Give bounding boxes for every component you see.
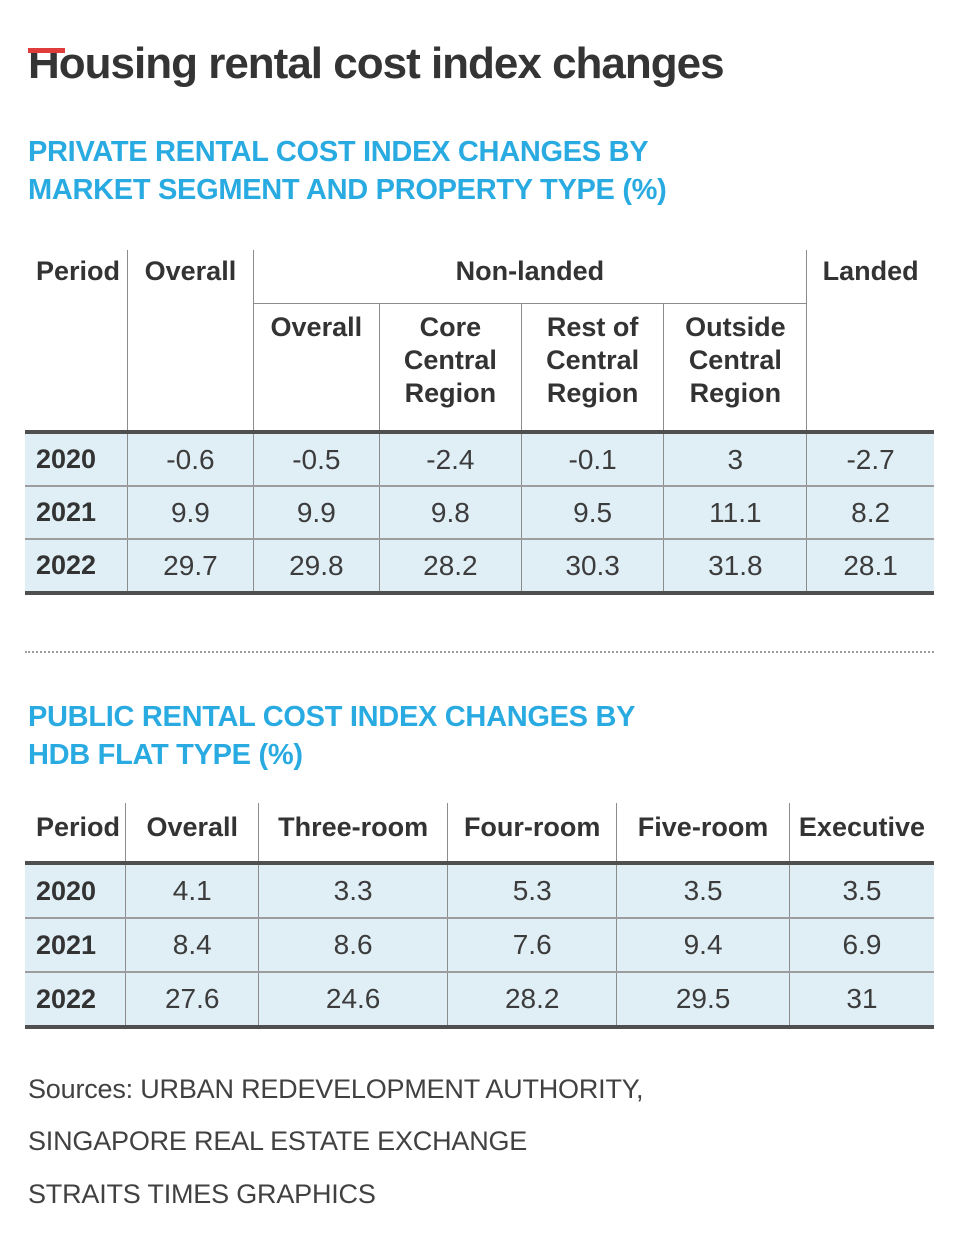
data-cell: 28.2 [447, 971, 617, 1030]
private-table-row-2022: 2022 29.7 29.8 28.2 30.3 31.8 28.1 [25, 538, 934, 596]
public-heading-line1: PUBLIC RENTAL COST INDEX CHANGES BY [28, 701, 636, 734]
data-cell: 9.4 [616, 917, 790, 973]
data-cell: 8.2 [806, 485, 934, 540]
data-cell: 11.1 [663, 485, 807, 540]
private-subheader-outside-central-region: Outside Central Region [663, 303, 807, 433]
data-cell: 30.3 [520, 538, 664, 596]
private-table-header-row-sub: Overall Core Central Region Rest of Cent… [25, 303, 934, 433]
period-cell: 2021 [25, 485, 128, 540]
private-rental-table: Period Overall Non-landed Landed Overall… [25, 250, 934, 596]
period-cell: 2022 [25, 538, 128, 596]
data-cell: 9.5 [520, 485, 664, 540]
period-cell: 2022 [25, 971, 126, 1030]
public-header-four-room: Four-room [447, 803, 617, 864]
data-cell: 31 [788, 971, 934, 1030]
red-accent-mark [28, 48, 65, 53]
private-section-heading: PRIVATE RENTAL COST INDEX CHANGES BY MAR… [28, 134, 934, 210]
data-cell: 3.5 [788, 861, 934, 919]
data-cell: 9.8 [378, 485, 522, 540]
data-cell: -0.1 [520, 430, 664, 487]
public-rental-table: Period Overall Three-room Four-room Five… [25, 803, 934, 1030]
private-header-nonlanded-group: Non-landed [252, 250, 807, 305]
period-cell: 2020 [25, 861, 126, 919]
data-cell: 28.1 [806, 538, 934, 596]
data-cell: 9.9 [127, 485, 254, 540]
public-table-row-2021: 2021 8.4 8.6 7.6 9.4 6.9 [25, 917, 934, 973]
data-cell: 29.5 [616, 971, 790, 1030]
sources-line-3: STRAITS TIMES GRAPHICS [28, 1178, 376, 1209]
private-heading-line2: MARKET SEGMENT AND PROPERTY TYPE (%) [28, 174, 667, 207]
sources-line-1: Sources: URBAN REDEVELOPMENT AUTHORITY, [28, 1074, 644, 1105]
data-cell: 24.6 [258, 971, 448, 1030]
data-cell: 3.3 [258, 861, 448, 919]
data-cell: 3 [663, 430, 807, 487]
data-cell: 6.9 [788, 917, 934, 973]
public-table-header-row: Period Overall Three-room Four-room Five… [25, 803, 934, 864]
data-cell: -2.4 [378, 430, 522, 487]
data-cell: 31.8 [663, 538, 807, 596]
private-table-row-2021: 2021 9.9 9.9 9.8 9.5 11.1 8.2 [25, 485, 934, 540]
private-heading-line1: PRIVATE RENTAL COST INDEX CHANGES BY [28, 136, 649, 169]
data-cell: 8.4 [125, 917, 259, 973]
public-header-five-room: Five-room [616, 803, 790, 864]
data-cell: 8.6 [258, 917, 448, 973]
period-cell: 2020 [25, 430, 128, 487]
data-cell: -0.6 [127, 430, 254, 487]
private-subheader-overall: Overall [252, 303, 380, 433]
data-cell: 9.9 [252, 485, 380, 540]
period-cell: 2021 [25, 917, 126, 973]
private-header-overall: Overall [127, 250, 254, 433]
private-subheader-core-central-region: Core Central Region [378, 303, 522, 433]
data-cell: -0.5 [252, 430, 380, 487]
public-header-overall: Overall [125, 803, 259, 864]
data-cell: 4.1 [125, 861, 259, 919]
public-table-row-2020: 2020 4.1 3.3 5.3 3.5 3.5 [25, 861, 934, 919]
data-cell: 3.5 [616, 861, 790, 919]
section-divider [25, 651, 934, 654]
private-subheader-rest-of-central-region: Rest of Central Region [520, 303, 664, 433]
private-table-row-2020: 2020 -0.6 -0.5 -2.4 -0.1 3 -2.7 [25, 430, 934, 487]
public-table-row-2022: 2022 27.6 24.6 28.2 29.5 31 [25, 971, 934, 1030]
private-header-period: Period [36, 256, 121, 287]
private-header-landed: Landed [806, 250, 934, 433]
data-cell: 27.6 [125, 971, 259, 1030]
data-cell: 29.7 [127, 538, 254, 596]
private-table-header-row-top: Period Overall Non-landed Landed [25, 250, 934, 433]
data-cell: -2.7 [806, 430, 934, 487]
public-header-three-room: Three-room [258, 803, 448, 864]
public-header-period: Period [36, 812, 121, 843]
data-cell: 29.8 [252, 538, 380, 596]
page-content: Housing rental cost index changes PRIVAT… [0, 39, 956, 1220]
public-heading-line2: HDB FLAT TYPE (%) [28, 739, 303, 772]
data-cell: 5.3 [447, 861, 617, 919]
sources-note: Sources: URBAN REDEVELOPMENT AUTHORITY, … [28, 1063, 934, 1219]
data-cell: 7.6 [447, 917, 617, 973]
data-cell: 28.2 [378, 538, 522, 596]
public-header-executive: Executive [788, 803, 934, 864]
page-title: Housing rental cost index changes [28, 39, 725, 88]
public-section-heading: PUBLIC RENTAL COST INDEX CHANGES BY HDB … [28, 699, 934, 775]
sources-line-2: SINGAPORE REAL ESTATE EXCHANGE [28, 1126, 528, 1157]
